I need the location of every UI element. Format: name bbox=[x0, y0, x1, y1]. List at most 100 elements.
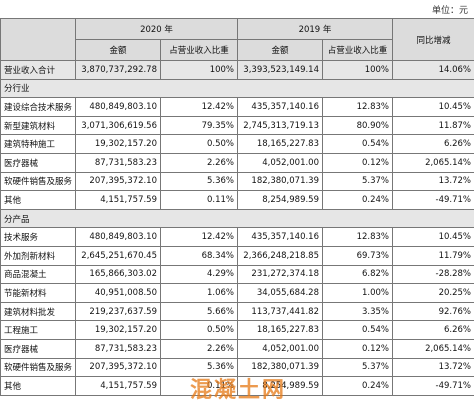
change-header: 同比增减 bbox=[392, 18, 474, 61]
table-body: 营业收入合计 3,870,737,292.78 100% 3,393,523,149.… bbox=[0, 60, 474, 396]
cell: 1.00% bbox=[322, 283, 393, 303]
cell: 4,052,001.00 bbox=[237, 338, 323, 359]
cell: 12.83% bbox=[322, 227, 393, 247]
row-label: 医疗器械 bbox=[0, 338, 76, 359]
cell: 19,302,157.20 bbox=[75, 320, 161, 340]
row-label: 节能新材料 bbox=[0, 283, 76, 303]
table-row: 营业收入合计 3,870,737,292.78 100% 3,393,523,149.… bbox=[0, 60, 474, 80]
cell: 13.72% bbox=[392, 171, 474, 192]
revenue-table: 2020 年 2019 年 同比增减 金额 占营业收入比重 金额 占营业收入比重… bbox=[0, 18, 474, 396]
cell: 92.76% bbox=[392, 301, 474, 322]
cell: 11.87% bbox=[392, 115, 474, 136]
cell: 5.37% bbox=[322, 357, 393, 378]
unit: 单位：元 bbox=[431, 6, 468, 16]
row-label: 软硬件销售及服务 bbox=[0, 357, 76, 378]
table-row: 软硬件销售及服务 207,395,372.10 5.36% 182,380,071.3… bbox=[0, 171, 474, 192]
cell: 2.26% bbox=[160, 152, 238, 173]
cell: 3,393,523,149.14 bbox=[237, 60, 323, 80]
row-label: 建筑特种施工 bbox=[0, 134, 76, 154]
cell: 69.73% bbox=[322, 245, 393, 266]
col-header: 占营业收入比重 bbox=[322, 39, 393, 61]
cell: 100% bbox=[322, 60, 393, 80]
cell: 100% bbox=[160, 60, 238, 80]
cell: 6.26% bbox=[392, 134, 474, 154]
table-row: 节能新材料 40,951,008.50 1.06% 34,055,684.28 1.00… bbox=[0, 283, 474, 303]
cell: 6.82% bbox=[322, 264, 393, 285]
cell: 0.12% bbox=[322, 152, 393, 173]
cell: 0.54% bbox=[322, 134, 393, 154]
cell: 2,366,248,218.85 bbox=[237, 245, 323, 266]
cell: 5.36% bbox=[160, 357, 238, 378]
row-label: 建设综合技术服务 bbox=[0, 97, 76, 117]
cell: 79.35% bbox=[160, 115, 238, 136]
cell: 12.42% bbox=[160, 227, 238, 247]
table-row: 软硬件销售及服务 207,395,372.10 5.36% 182,380,071.3… bbox=[0, 357, 474, 378]
col-header: 占营业收入比重 bbox=[160, 39, 238, 61]
cell: 3.35% bbox=[322, 301, 393, 322]
row-label: 软硬件销售及服务 bbox=[0, 171, 76, 192]
cell: 0.50% bbox=[160, 134, 238, 154]
cell: 8,254,989.59 bbox=[237, 190, 323, 210]
cell: 34,055,684.28 bbox=[237, 283, 323, 303]
cell: 5.66% bbox=[160, 301, 238, 322]
cell: 0.12% bbox=[322, 338, 393, 359]
cell: 2,065.14% bbox=[392, 338, 474, 359]
table-row: 其他 4,151,757.59 0.11% 8,254,989.59 0.24% -49.… bbox=[0, 376, 474, 396]
cell: -49.71% bbox=[392, 376, 474, 396]
blank-header bbox=[0, 18, 76, 61]
table-row: 医疗器械 87,731,583.23 2.26% 4,052,001.00 0.12% 2… bbox=[0, 152, 474, 173]
row-label: 外加剂新材料 bbox=[0, 245, 76, 266]
cell: 2,745,313,719.13 bbox=[237, 115, 323, 136]
cell: 10.45% bbox=[392, 227, 474, 247]
cell: 0.50% bbox=[160, 320, 238, 340]
cell: 182,380,071.39 bbox=[237, 357, 323, 378]
cell: 13.72% bbox=[392, 357, 474, 378]
cell: 20.25% bbox=[392, 283, 474, 303]
table-row: 外加剂新材料 2,645,251,670.45 68.34% 2,366,248,21… bbox=[0, 245, 474, 266]
row-label: 医疗器械 bbox=[0, 152, 76, 173]
table-row: 建筑特种施工 19,302,157.20 0.50% 18,165,227.83 0.5… bbox=[0, 134, 474, 154]
cell: 40,951,008.50 bbox=[75, 283, 161, 303]
table-row: 新型建筑材料 3,071,306,619.56 79.35% 2,745,313,71… bbox=[0, 115, 474, 136]
row-label: 营业收入合计 bbox=[0, 60, 76, 80]
cell: 68.34% bbox=[160, 245, 238, 266]
cell: 219,237,637.59 bbox=[75, 301, 161, 322]
section-label: 分行业 bbox=[0, 78, 474, 99]
cell: 1.06% bbox=[160, 283, 238, 303]
cell: -49.71% bbox=[392, 190, 474, 210]
row-label: 技术服务 bbox=[0, 227, 76, 247]
cell: 4,151,757.59 bbox=[75, 190, 161, 210]
row-label: 建筑材料批发 bbox=[0, 301, 76, 322]
row-label: 商品混凝土 bbox=[0, 264, 76, 285]
cell: 6.26% bbox=[392, 320, 474, 340]
table-row: 商品混凝土 165,866,303.02 4.29% 231,272,374.18 6.… bbox=[0, 264, 474, 285]
cell: 2,645,251,670.45 bbox=[75, 245, 161, 266]
table-row: 分产品 bbox=[0, 208, 474, 229]
row-label: 工程施工 bbox=[0, 320, 76, 340]
cell: 480,849,803.10 bbox=[75, 227, 161, 247]
cell: 182,380,071.39 bbox=[237, 171, 323, 192]
cell: 3,071,306,619.56 bbox=[75, 115, 161, 136]
section-label: 分产品 bbox=[0, 208, 474, 229]
cell: 0.11% bbox=[160, 190, 238, 210]
table-row: 技术服务 480,849,803.10 12.42% 435,357,140.16 12… bbox=[0, 227, 474, 247]
cell: 87,731,583.23 bbox=[75, 338, 161, 359]
cell: 435,357,140.16 bbox=[237, 97, 323, 117]
cell: 165,866,303.02 bbox=[75, 264, 161, 285]
row-label: 新型建筑材料 bbox=[0, 115, 76, 136]
cell: 3,870,737,292.78 bbox=[75, 60, 161, 80]
year-header: 2020 年 bbox=[75, 18, 238, 40]
cell: 0.54% bbox=[322, 320, 393, 340]
cell: 0.24% bbox=[322, 190, 393, 210]
cell: 10.45% bbox=[392, 97, 474, 117]
table-row: 工程施工 19,302,157.20 0.50% 18,165,227.83 0.54%… bbox=[0, 320, 474, 340]
table-row: 其他 4,151,757.59 0.11% 8,254,989.59 0.24% -49.… bbox=[0, 190, 474, 210]
cell: 12.42% bbox=[160, 97, 238, 117]
cell: 231,272,374.18 bbox=[237, 264, 323, 285]
cell: 14.06% bbox=[392, 60, 474, 80]
cell: 5.36% bbox=[160, 171, 238, 192]
cell: 80.90% bbox=[322, 115, 393, 136]
cell: 19,302,157.20 bbox=[75, 134, 161, 154]
cell: 87,731,583.23 bbox=[75, 152, 161, 173]
